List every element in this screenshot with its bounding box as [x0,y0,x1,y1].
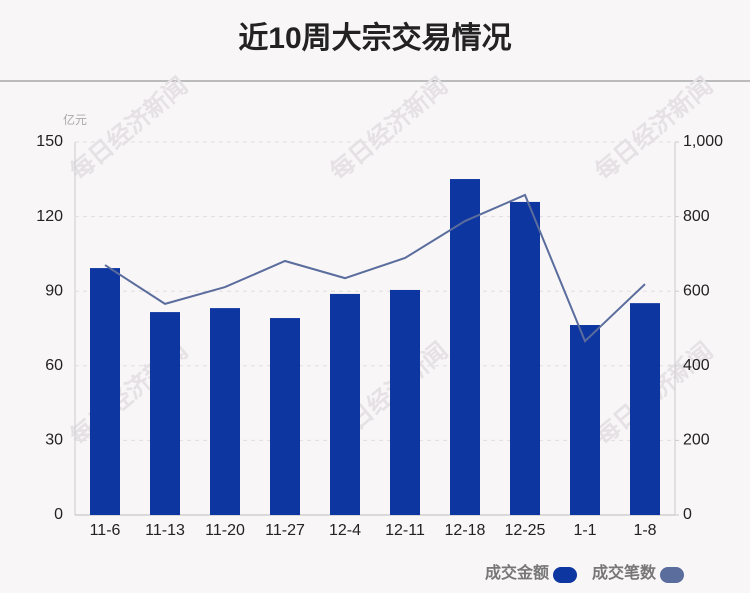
bar [630,303,660,515]
y2-tick-label: 600 [683,282,710,299]
y-unit: 亿元 [63,112,87,127]
bar [210,308,240,515]
x-tick-label: 12-4 [329,522,361,539]
x-tick-label: 11-13 [145,522,185,539]
bar [390,289,420,515]
bar [270,318,300,515]
y-tick-label: 60 [45,357,63,374]
line [104,193,646,343]
y-tick-label: 90 [45,282,63,299]
x-tick-label: 1-8 [633,522,656,539]
y-tick-label: 120 [36,208,63,225]
bar [90,268,120,515]
legend-label: 成交金额 [485,563,549,582]
x-tick-label: 11-20 [205,522,245,539]
x-tick-label: 1-1 [573,522,596,539]
chart-title: 近10周大宗交易情况 [238,21,511,55]
bar [330,293,360,515]
y2-tick-label: 200 [683,432,710,449]
x-tick-label: 12-11 [385,522,425,539]
x-tick-label: 12-18 [445,522,486,539]
bar [510,201,540,516]
bar [570,325,600,515]
x-tick-label: 11-6 [90,522,121,539]
legend-swatch [553,567,577,583]
bar [150,312,180,515]
y-tick-label: 30 [45,432,63,449]
y-tick-label: 0 [54,506,63,523]
legend-label: 成交笔数 [592,563,657,582]
x-tick-label: 12-25 [505,522,546,539]
legend-swatch [660,567,684,583]
y2-tick-label: 800 [683,208,710,225]
bar [450,179,480,515]
y2-tick-label: 0 [683,506,692,523]
y2-tick-label: 1,000 [683,133,723,150]
y-tick-label: 150 [36,133,63,150]
y2-tick-label: 400 [683,357,710,374]
x-tick-label: 11-27 [265,522,305,539]
